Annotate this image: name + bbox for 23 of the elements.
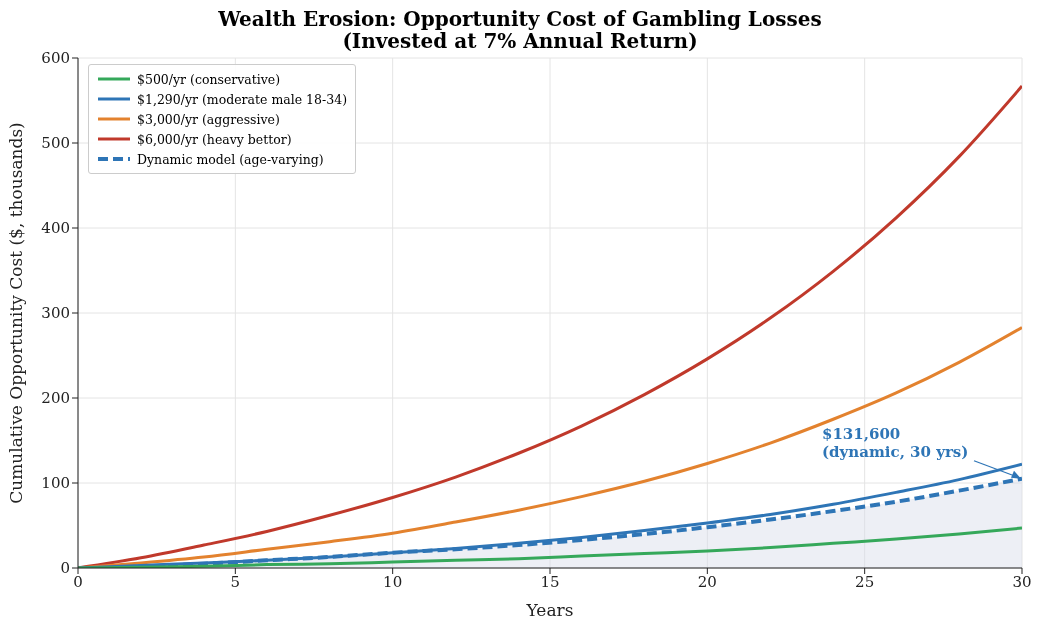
x-axis-title: Years <box>525 600 574 620</box>
x-tick-label: 25 <box>855 572 875 591</box>
x-tick-label: 10 <box>383 572 403 591</box>
y-tick-label: 0 <box>60 559 70 578</box>
x-tick-label: 5 <box>230 572 241 591</box>
x-tick-label: 30 <box>1012 572 1032 591</box>
y-tick-label: 100 <box>41 474 70 493</box>
legend-label: Dynamic model (age-varying) <box>137 151 324 167</box>
y-tick-label: 200 <box>41 389 70 408</box>
y-tick-label: 400 <box>41 219 70 238</box>
legend-label: $500/yr (conservative) <box>137 71 281 87</box>
legend-label: $3,000/yr (aggressive) <box>137 111 280 127</box>
chart-title: Wealth Erosion: Opportunity Cost of Gambling Losses (Invested at 7% Annual Return) <box>218 7 822 53</box>
y-axis-title: Cumulative Opportunity Cost ($, thousands) <box>6 122 27 504</box>
x-tick-label: 15 <box>540 572 560 591</box>
y-tick-label: 600 <box>41 49 70 68</box>
x-tick-label: 20 <box>697 572 717 591</box>
annotation: $131,600 (dynamic, 30 yrs) <box>822 424 969 461</box>
legend-label: $1,290/yr (moderate male 18-34) <box>137 91 348 107</box>
x-tick-label: 0 <box>73 572 83 591</box>
y-tick-label: 500 <box>41 134 70 153</box>
y-tick-label: 300 <box>41 304 70 323</box>
legend-label: $6,000/yr (heavy bettor) <box>137 131 292 147</box>
